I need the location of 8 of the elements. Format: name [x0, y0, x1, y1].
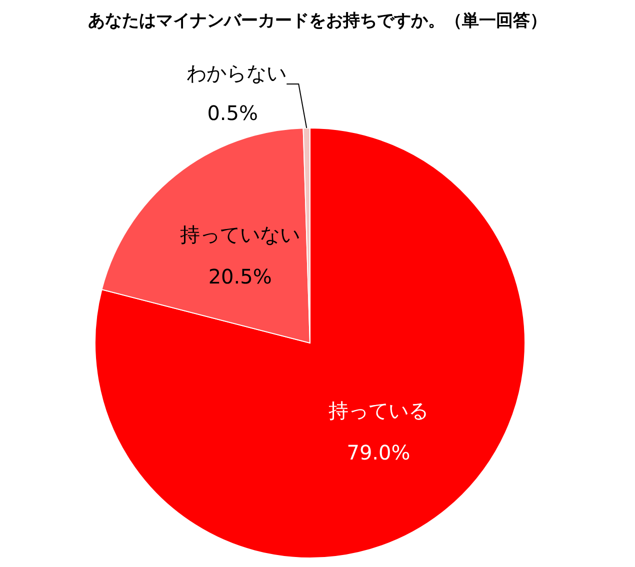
pie-slice [94, 128, 526, 558]
data-label: 79.0% [346, 440, 410, 464]
slice-label: わからない [186, 61, 287, 86]
data-label: 20.5% [208, 264, 272, 289]
slice-label: 持っている [328, 398, 429, 422]
slice-label: 持っていない [180, 222, 300, 247]
chart-title: あなたはマイナンバーカードをお持ちですか。（単一回答） [88, 11, 547, 31]
data-label: 0.5% [207, 101, 258, 126]
